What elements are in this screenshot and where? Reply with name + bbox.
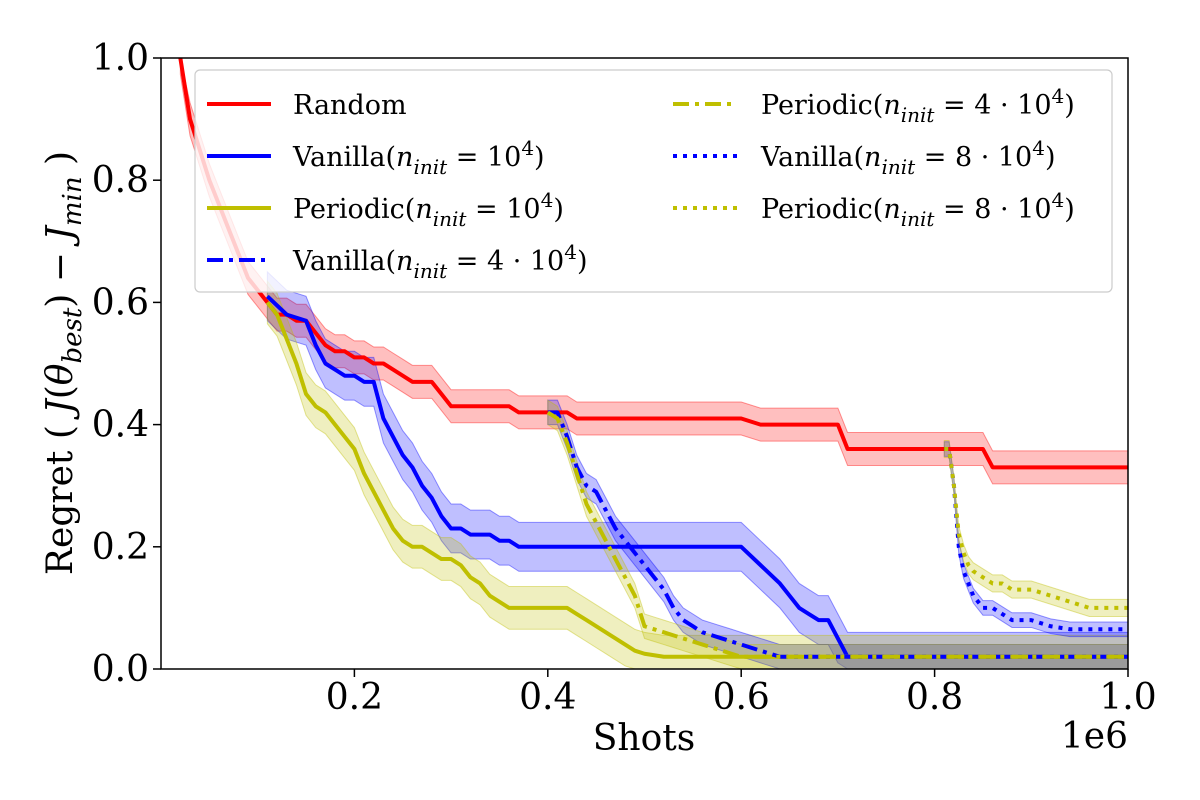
axes: 0.2 0.4 0.6 0.8 1.0 0.0 0.2 0.4 0.6 0.8 1.0 <box>92 38 1157 718</box>
y-tick-label: 0.4 <box>92 405 149 446</box>
series-lines <box>178 58 1128 659</box>
x-axis-multiplier: 1e6 <box>1061 716 1128 757</box>
legend-label: Vanilla(ninit = 8 · 104) <box>760 136 1056 179</box>
band-vanilla-n-init-8-10-4 <box>943 441 1128 638</box>
legend-label: Periodic(ninit = 4 · 104) <box>761 84 1075 127</box>
legend-item-vanilla-n-init-8-10-4: Vanilla(ninit = 8 · 104) <box>673 136 1056 179</box>
legend-box <box>194 69 1113 293</box>
y-tick-label: 0.0 <box>92 649 149 690</box>
legend-label: Periodic(ninit = 104) <box>293 188 564 231</box>
svg-text:Regret ( J(θbest) − Jmin ): Regret ( J(θbest) − Jmin ) <box>40 151 88 575</box>
legend-item-vanilla-n-init-10-4: Vanilla(ninit = 104) <box>207 136 545 179</box>
plot-frame <box>160 57 1129 670</box>
band-vanilla-n-init-4-10-4 <box>547 399 1128 669</box>
line-periodic-n-init-10-4 <box>265 301 1128 659</box>
line-periodic-n-init-8-10-4 <box>944 447 1128 610</box>
band-periodic-n-init-4-10-4 <box>547 399 1128 669</box>
legend-item-periodic-n-init-4-10-4: Periodic(ninit = 4 · 104) <box>673 84 1075 127</box>
confidence-bands <box>179 58 1128 669</box>
legend-label: Vanilla(ninit = 104) <box>292 136 545 179</box>
band-vanilla-n-init-10-4 <box>266 270 1128 669</box>
x-tick-label: 0.8 <box>906 677 963 718</box>
x-tick-label: 0.2 <box>326 677 383 718</box>
legend-item-periodic-n-init-8-10-4: Periodic(ninit = 8 · 104) <box>673 188 1075 231</box>
legend-item-periodic-n-init-10-4: Periodic(ninit = 104) <box>207 188 564 231</box>
band-random <box>179 58 1128 485</box>
legend-label: Vanilla(ninit = 4 · 104) <box>292 240 588 283</box>
line-random <box>178 58 1128 470</box>
x-axis-label: Shots <box>593 718 695 759</box>
line-periodic-n-init-4-10-4 <box>546 410 1128 659</box>
y-tick-label: 0.2 <box>92 527 149 568</box>
legend-item-random: Random <box>207 90 407 121</box>
band-periodic-n-init-8-10-4 <box>943 439 1128 617</box>
y-tick-label: 1.0 <box>92 38 149 79</box>
legend-item-vanilla-n-init-4-10-4: Vanilla(ninit = 4 · 104) <box>207 240 588 283</box>
legend-label: Periodic(ninit = 8 · 104) <box>761 188 1075 231</box>
line-vanilla-n-init-4-10-4 <box>547 410 1128 659</box>
y-tick-label: 0.6 <box>92 282 149 323</box>
legend: Random Vanilla(ninit = 104) Periodic(ninit… <box>194 69 1113 293</box>
band-periodic-n-init-10-4 <box>266 279 1128 669</box>
y-axis-label: Regret ( J(θbest) − Jmin ) <box>40 151 88 575</box>
x-tick-label: 0.6 <box>713 677 770 718</box>
x-tick-label: 1.0 <box>1099 677 1156 718</box>
legend-label: Random <box>293 90 407 121</box>
line-vanilla-n-init-10-4 <box>265 294 1128 659</box>
y-tick-label: 0.8 <box>92 160 149 201</box>
x-tick-label: 0.4 <box>519 677 576 718</box>
